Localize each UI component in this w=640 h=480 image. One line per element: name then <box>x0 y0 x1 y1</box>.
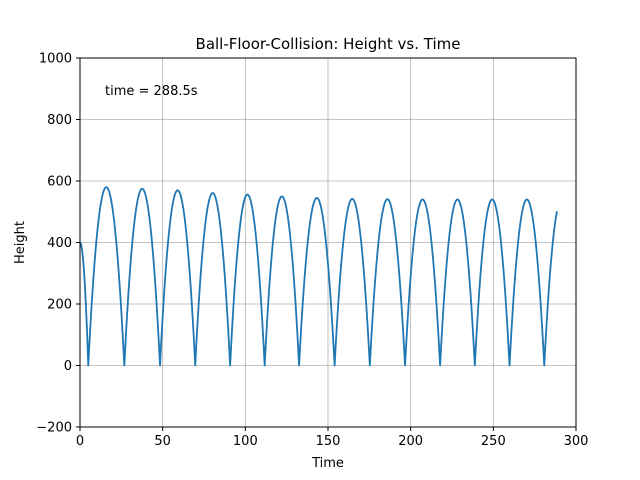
x-tick-label: 200 <box>398 434 423 449</box>
height-series-line <box>79 186 558 367</box>
x-tick-label: 50 <box>154 434 171 449</box>
x-tick-label: 100 <box>233 434 258 449</box>
x-tick-label: 0 <box>76 434 84 449</box>
y-axis-label: Height <box>13 221 28 264</box>
y-tick-label: 0 <box>64 359 72 374</box>
x-tick-label: 250 <box>481 434 506 449</box>
chart-title: Ball-Floor-Collision: Height vs. Time <box>196 35 461 53</box>
x-tick-label: 300 <box>564 434 589 449</box>
ticks: 0 50 100 150 200 250 300 −200 0 200 400 600 800 1000 <box>36 52 588 450</box>
x-tick-label: 150 <box>316 434 341 449</box>
y-tick-label: 1000 <box>39 52 72 67</box>
y-tick-label: 800 <box>47 113 72 128</box>
plot-layer <box>79 186 558 367</box>
y-tick-label: 400 <box>47 236 72 251</box>
y-tick-label: −200 <box>36 421 72 436</box>
x-axis-label: Time <box>311 456 344 471</box>
y-tick-label: 200 <box>47 298 72 313</box>
y-tick-label: 600 <box>47 175 72 190</box>
time-annotation: time = 288.5s <box>105 84 198 99</box>
